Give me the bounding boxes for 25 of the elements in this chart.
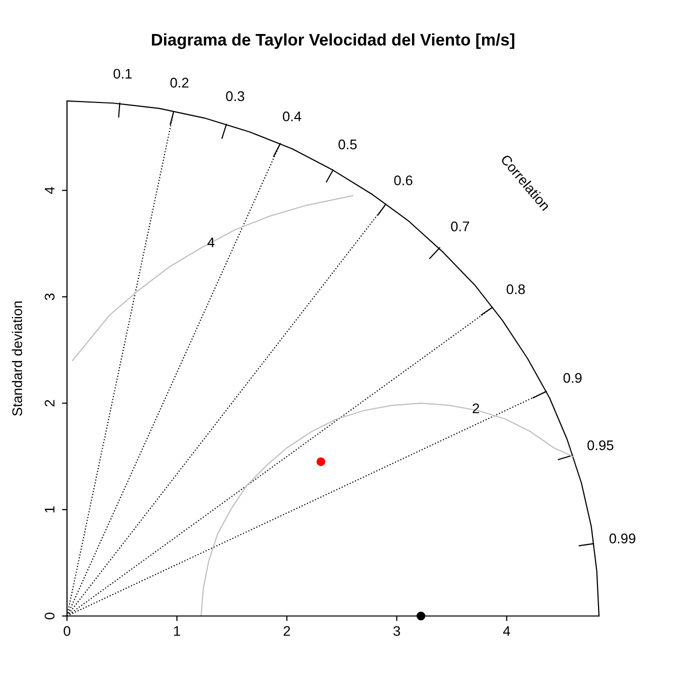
y-tick-label: 2 [44, 400, 54, 406]
text: 0.2 [170, 78, 188, 88]
y-tick-label: 0 [44, 612, 55, 620]
annotation: 0.4 [282, 111, 302, 122]
annotation: 0.95 [587, 440, 614, 450]
text: 0.99 [609, 534, 636, 544]
y-axis-title: Standard deviation [12, 301, 22, 416]
annotation: 2 [472, 403, 480, 414]
annotation: 0.6 [394, 175, 412, 186]
y-tick-label: 3 [44, 294, 55, 300]
x-tick-label: 3 [393, 626, 400, 636]
y-tick-label: 4 [44, 186, 54, 194]
x-tick-label: 2 [284, 626, 290, 636]
x-tick-label: 4 [503, 626, 510, 636]
x-tick-label: 0 [64, 626, 70, 636]
annotation: 0.5 [338, 140, 357, 150]
chart-title: Diagrama de Taylor Velocidad del Viento [m/s] [152, 33, 514, 49]
annotation: 0.9 [563, 373, 582, 383]
annotation: 4 [207, 238, 214, 248]
annotation: 0.8 [506, 284, 525, 294]
annotation: 0.3 [226, 91, 244, 102]
x-tick-label: 1 [174, 626, 180, 636]
text: 0.1 [114, 68, 132, 79]
y-tick-label: 1 [44, 506, 54, 512]
annotation: 0.7 [451, 221, 470, 232]
